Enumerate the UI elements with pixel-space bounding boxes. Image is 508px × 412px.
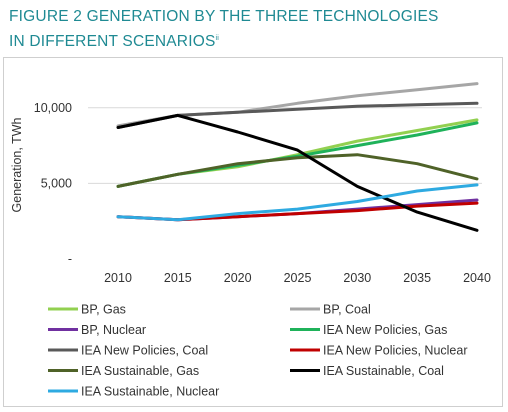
legend-item: BP, Coal bbox=[290, 303, 371, 317]
chart-frame bbox=[3, 57, 503, 407]
x-tick-label: 2040 bbox=[463, 271, 491, 285]
x-axis: 2010 2015 2020 2025 2030 2035 2040 bbox=[104, 271, 491, 285]
x-tick-label: 2030 bbox=[343, 271, 371, 285]
figure-title: FIGURE 2 GENERATION BY THE THREE TECHNOL… bbox=[9, 6, 489, 53]
y-tick-label: 10,000 bbox=[34, 101, 72, 115]
x-tick-label: 2020 bbox=[224, 271, 252, 285]
legend-item: BP, Nuclear bbox=[48, 323, 146, 337]
legend-item: IEA New Policies, Coal bbox=[48, 344, 208, 358]
figure-title-line-1: FIGURE 2 GENERATION BY THE THREE TECHNOL… bbox=[9, 8, 439, 25]
x-tick-label: 2025 bbox=[284, 271, 312, 285]
series-line-7 bbox=[116, 113, 479, 232]
figure-title-line-2-text: IN DIFFERENT SCENARIOS bbox=[9, 33, 216, 51]
x-tick-label: 2015 bbox=[164, 271, 192, 285]
legend-label: BP, Coal bbox=[323, 303, 371, 317]
legend: BP, Gas BP, Coal BP, Nuclear IEA New Polici… bbox=[48, 303, 468, 399]
legend-label: BP, Nuclear bbox=[81, 323, 146, 337]
legend-label: BP, Gas bbox=[81, 303, 126, 317]
legend-label: IEA New Policies, Nuclear bbox=[323, 344, 468, 358]
y-axis-ticks: - 5,000 10,000 bbox=[34, 101, 72, 266]
series-lines bbox=[116, 82, 479, 232]
legend-label: IEA New Policies, Gas bbox=[323, 323, 447, 337]
legend-item: IEA New Policies, Gas bbox=[290, 323, 447, 337]
y-tick-label: 5,000 bbox=[41, 176, 72, 190]
series-line-6 bbox=[116, 153, 479, 188]
x-tick-label: 2010 bbox=[104, 271, 132, 285]
footnote-mark: ii bbox=[215, 35, 220, 42]
x-tick-label: 2035 bbox=[403, 271, 431, 285]
legend-item: BP, Gas bbox=[48, 303, 126, 317]
y-tick-label: - bbox=[68, 252, 72, 266]
legend-label: IEA New Policies, Coal bbox=[81, 344, 208, 358]
figure-title-line-2: IN DIFFERENT SCENARIOSii bbox=[9, 28, 489, 53]
y-axis-label: Generation, TWh bbox=[10, 117, 24, 212]
legend-item: IEA Sustainable, Gas bbox=[48, 364, 199, 378]
legend-label: IEA Sustainable, Gas bbox=[81, 364, 199, 378]
series-line-5 bbox=[116, 201, 479, 222]
legend-item: IEA Sustainable, Coal bbox=[290, 364, 444, 378]
gridlines bbox=[88, 107, 482, 184]
legend-item: IEA Sustainable, Nuclear bbox=[48, 385, 219, 399]
legend-item: IEA New Policies, Nuclear bbox=[290, 344, 468, 358]
series-line-8 bbox=[116, 183, 479, 222]
legend-label: IEA Sustainable, Nuclear bbox=[81, 385, 219, 399]
legend-label: IEA Sustainable, Coal bbox=[323, 364, 444, 378]
